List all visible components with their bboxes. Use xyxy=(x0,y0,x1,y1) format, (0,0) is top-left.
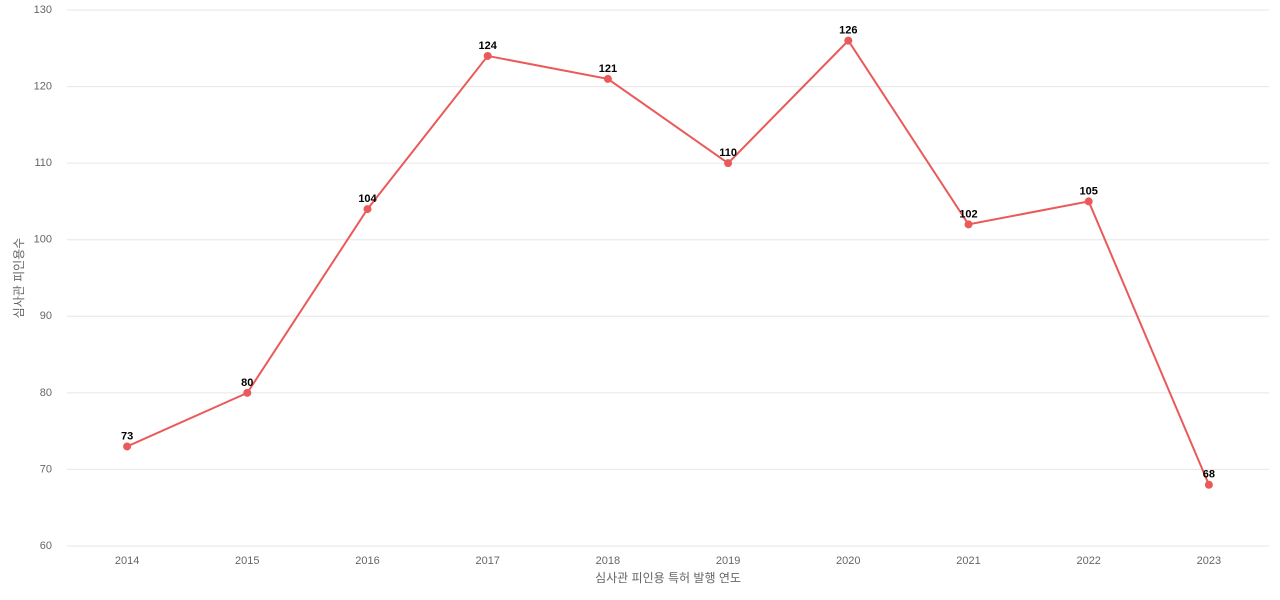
data-point xyxy=(603,74,612,83)
data-point xyxy=(724,159,733,168)
y-tick-label: 90 xyxy=(40,310,52,322)
data-label: 105 xyxy=(1080,185,1098,197)
y-tick-label: 100 xyxy=(34,234,52,246)
x-tick-label: 2019 xyxy=(716,555,740,567)
x-axis-title: 심사관 피인용 특허 발행 연도 xyxy=(595,570,741,585)
y-tick-label: 110 xyxy=(34,157,52,169)
data-point xyxy=(964,220,973,229)
data-label: 126 xyxy=(839,25,857,37)
data-line xyxy=(126,39,1210,486)
x-tick-label: 2016 xyxy=(355,555,379,567)
data-point xyxy=(363,205,372,214)
x-tick-label: 2017 xyxy=(475,555,499,567)
x-tick-label: 2018 xyxy=(596,555,620,567)
data-label: 124 xyxy=(479,40,498,52)
y-tick-label: 70 xyxy=(40,463,52,475)
data-label: 110 xyxy=(719,147,737,159)
data-point xyxy=(123,442,132,451)
data-point xyxy=(243,388,252,397)
y-tick-label: 120 xyxy=(34,80,52,92)
data-label: 73 xyxy=(121,430,133,442)
x-tick-label: 2020 xyxy=(836,555,860,567)
x-tick-label: 2022 xyxy=(1076,555,1100,567)
y-tick-label: 130 xyxy=(34,4,52,16)
data-label: 104 xyxy=(358,193,377,205)
data-point xyxy=(844,36,853,45)
data-label: 102 xyxy=(959,208,977,220)
y-tick-label: 60 xyxy=(40,540,52,552)
x-tick-label: 2021 xyxy=(956,555,980,567)
x-tick-label: 2014 xyxy=(115,555,139,567)
data-point xyxy=(1204,480,1213,489)
data-label: 68 xyxy=(1203,469,1215,481)
data-label: 121 xyxy=(599,63,617,75)
data-point xyxy=(1084,197,1093,206)
y-tick-label: 80 xyxy=(40,387,52,399)
x-tick-label: 2015 xyxy=(235,555,259,567)
y-axis-title: 심사관 피인용수 xyxy=(12,238,26,319)
data-label: 80 xyxy=(241,377,253,389)
data-point xyxy=(483,51,492,60)
x-tick-label: 2023 xyxy=(1197,555,1221,567)
